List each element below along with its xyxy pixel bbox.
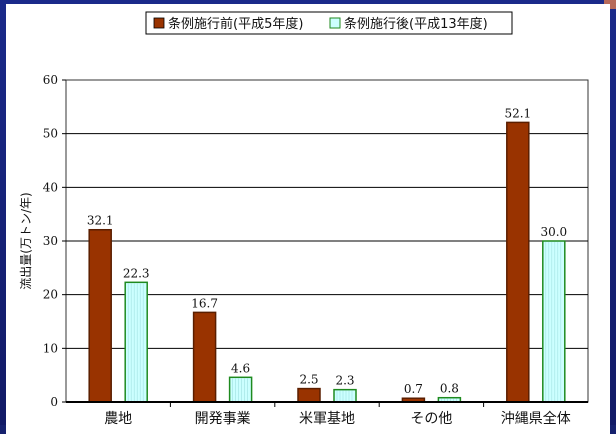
value-label-after-2: 2.3	[335, 374, 354, 388]
bar-before-4	[506, 121, 530, 403]
bar-before-1	[192, 311, 217, 403]
value-label-before-3: 0.7	[404, 382, 423, 396]
y-tick-label: 40	[43, 180, 58, 194]
value-label-before-0: 32.1	[87, 214, 114, 228]
value-label-after-4: 30.0	[540, 225, 567, 239]
legend-swatch-before	[153, 17, 165, 29]
legend-label-before: 条例施行前(平成5年度)	[168, 16, 303, 32]
bars: 32.1 22.3 16.7 4.6 2.5 2.3 0.7 0.8 52.1 30.0	[87, 106, 567, 403]
y-tick-label: 0	[50, 395, 58, 409]
value-label-after-0: 22.3	[123, 266, 150, 280]
x-category-label-4: 沖縄県全体	[501, 410, 571, 425]
x-axis: 農地 開発事業 米軍基地 その他 沖縄県全体	[66, 401, 588, 425]
bar-before-0	[88, 228, 112, 403]
x-category-label-0: 農地	[104, 411, 132, 425]
y-tick-label: 30	[43, 234, 58, 248]
y-tick-label: 20	[43, 288, 58, 302]
value-label-before-2: 2.5	[299, 373, 318, 387]
value-label-after-1: 4.6	[231, 361, 250, 375]
bar-before-2	[297, 387, 321, 403]
value-label-before-1: 16.7	[191, 296, 218, 310]
x-category-label-2: 米軍基地	[299, 410, 355, 425]
legend-label-after: 条例施行後(平成13年度)	[344, 16, 488, 32]
legend: 条例施行前(平成5年度) 条例施行後(平成13年度)	[145, 11, 513, 35]
y-axis: 0 10 20 30 40 50 60	[43, 73, 66, 409]
x-category-label-1: 開発事業	[195, 411, 251, 425]
y-tick-label: 50	[43, 127, 58, 141]
y-axis-label: 流出量(万トン/年)	[19, 192, 33, 289]
value-label-after-3: 0.8	[440, 382, 459, 396]
legend-box	[145, 11, 513, 35]
y-tick-label: 10	[43, 341, 58, 355]
bar-chart: 条例施行前(平成5年度) 条例施行後(平成13年度) 0102030405060 …	[19, 11, 589, 425]
y-tick-label: 60	[43, 73, 58, 87]
legend-swatch-after	[329, 17, 341, 29]
value-label-before-4: 52.1	[504, 106, 531, 120]
corner-accent	[604, 0, 616, 9]
x-category-label-3: その他	[410, 411, 452, 425]
